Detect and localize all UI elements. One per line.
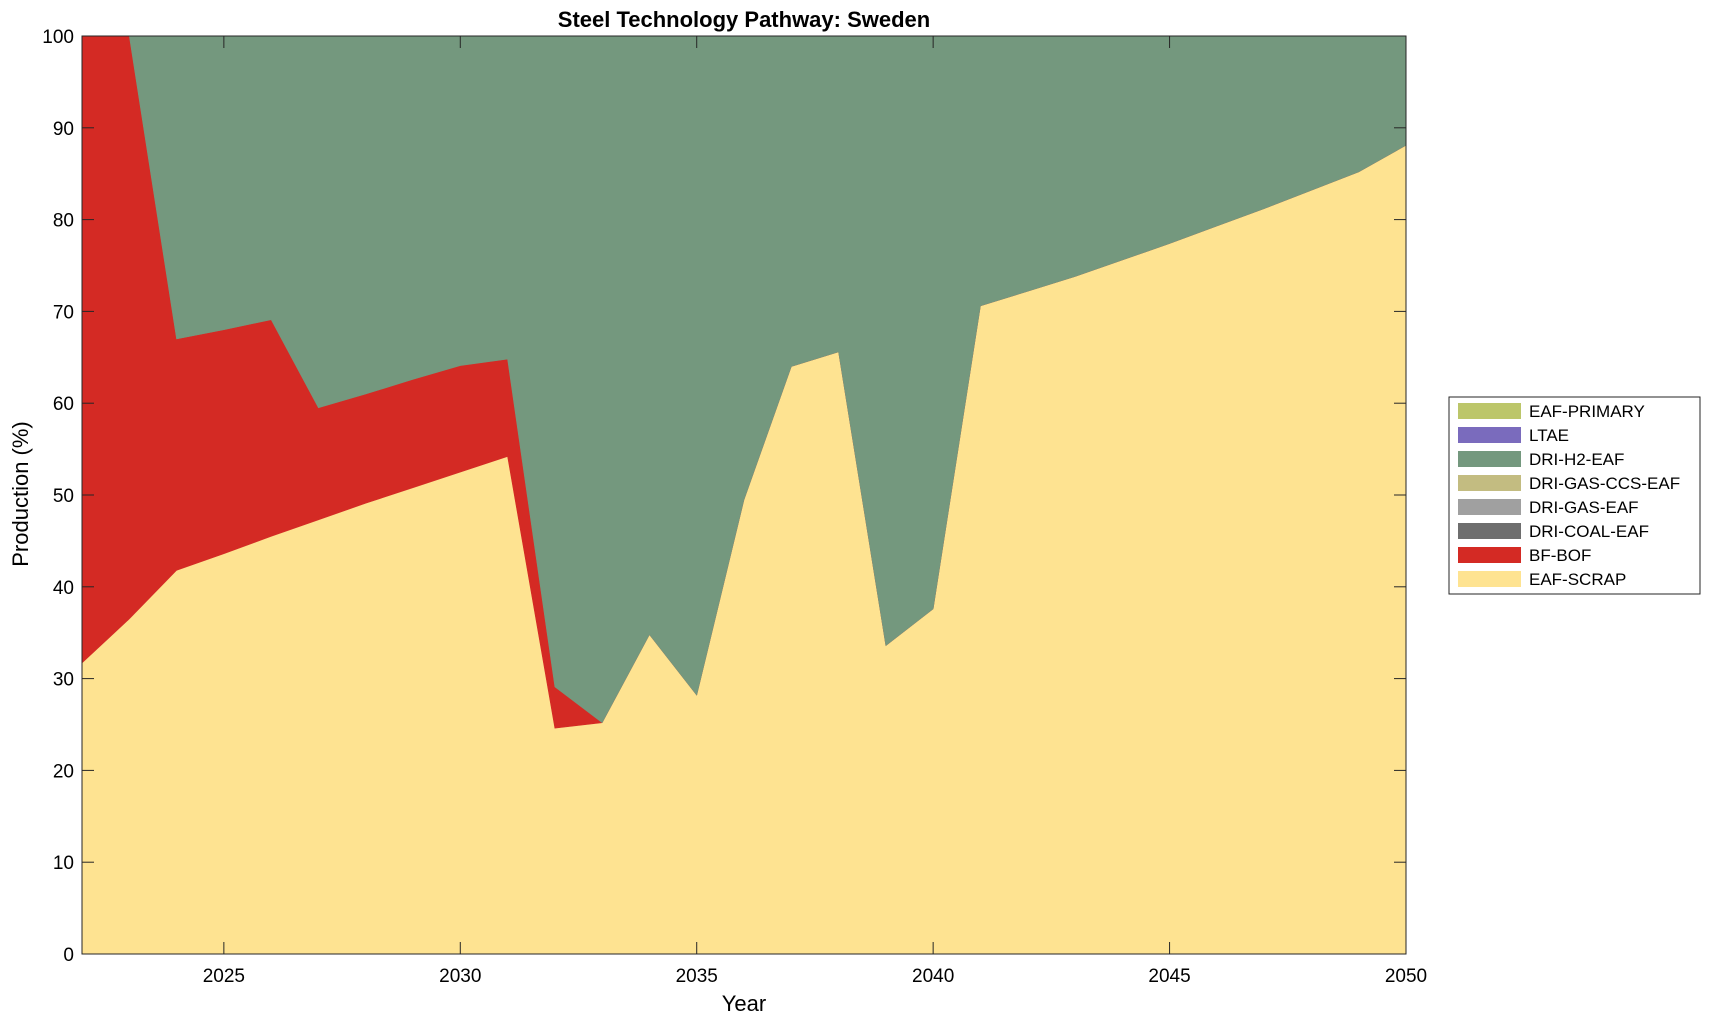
legend-swatch-eaf-scrap <box>1458 571 1521 587</box>
y-tick-label: 10 <box>53 853 74 874</box>
legend-label-ltae: LTAE <box>1529 426 1569 445</box>
legend-swatch-bf-bof <box>1458 547 1521 563</box>
y-tick-label: 0 <box>63 945 74 966</box>
legend-swatch-eaf-primary <box>1458 403 1521 419</box>
x-tick-label: 2035 <box>676 966 718 987</box>
y-tick-label: 30 <box>53 670 74 691</box>
y-tick-label: 70 <box>53 302 74 323</box>
chart-title: Steel Technology Pathway: Sweden <box>558 7 930 32</box>
y-tick-label: 20 <box>53 761 74 782</box>
legend-label-dri-h2-eaf: DRI-H2-EAF <box>1529 450 1624 469</box>
x-tick-label: 2050 <box>1385 966 1427 987</box>
plot-area <box>81 35 1407 955</box>
legend-label-eaf-scrap: EAF-SCRAP <box>1529 570 1626 589</box>
legend-label-dri-gas-eaf: DRI-GAS-EAF <box>1529 498 1639 517</box>
legend-swatch-dri-coal-eaf <box>1458 523 1521 539</box>
x-axis: 2025 2030 2035 2040 2045 2050 <box>203 36 1427 987</box>
x-axis-label: Year <box>722 991 766 1016</box>
legend: EAF-PRIMARY LTAE DRI-H2-EAF DRI-GAS-CCS-EAF… <box>1448 396 1701 595</box>
legend-label-eaf-primary: EAF-PRIMARY <box>1529 402 1645 421</box>
y-tick-label: 60 <box>53 394 74 415</box>
y-tick-label: 100 <box>42 27 74 48</box>
x-tick-label: 2045 <box>1148 966 1190 987</box>
legend-swatch-dri-gas-eaf <box>1458 499 1521 515</box>
legend-label-bf-bof: BF-BOF <box>1529 546 1591 565</box>
legend-swatch-dri-h2-eaf <box>1458 451 1521 467</box>
y-tick-label: 40 <box>53 578 74 599</box>
legend-label-dri-coal-eaf: DRI-COAL-EAF <box>1529 522 1649 541</box>
y-axis: 0 10 20 30 40 50 60 70 80 90 100 <box>42 27 1406 966</box>
legend-swatch-dri-gas-ccs-eaf <box>1458 475 1521 491</box>
legend-label-dri-gas-ccs-eaf: DRI-GAS-CCS-EAF <box>1529 474 1680 493</box>
y-tick-label: 80 <box>53 211 74 232</box>
y-tick-label: 50 <box>53 486 74 507</box>
legend-swatch-ltae <box>1458 427 1521 443</box>
x-tick-label: 2040 <box>912 966 954 987</box>
y-axis-label: Production (%) <box>8 421 33 567</box>
y-tick-label: 90 <box>53 119 74 140</box>
x-tick-label: 2030 <box>439 966 481 987</box>
x-tick-label: 2025 <box>203 966 245 987</box>
